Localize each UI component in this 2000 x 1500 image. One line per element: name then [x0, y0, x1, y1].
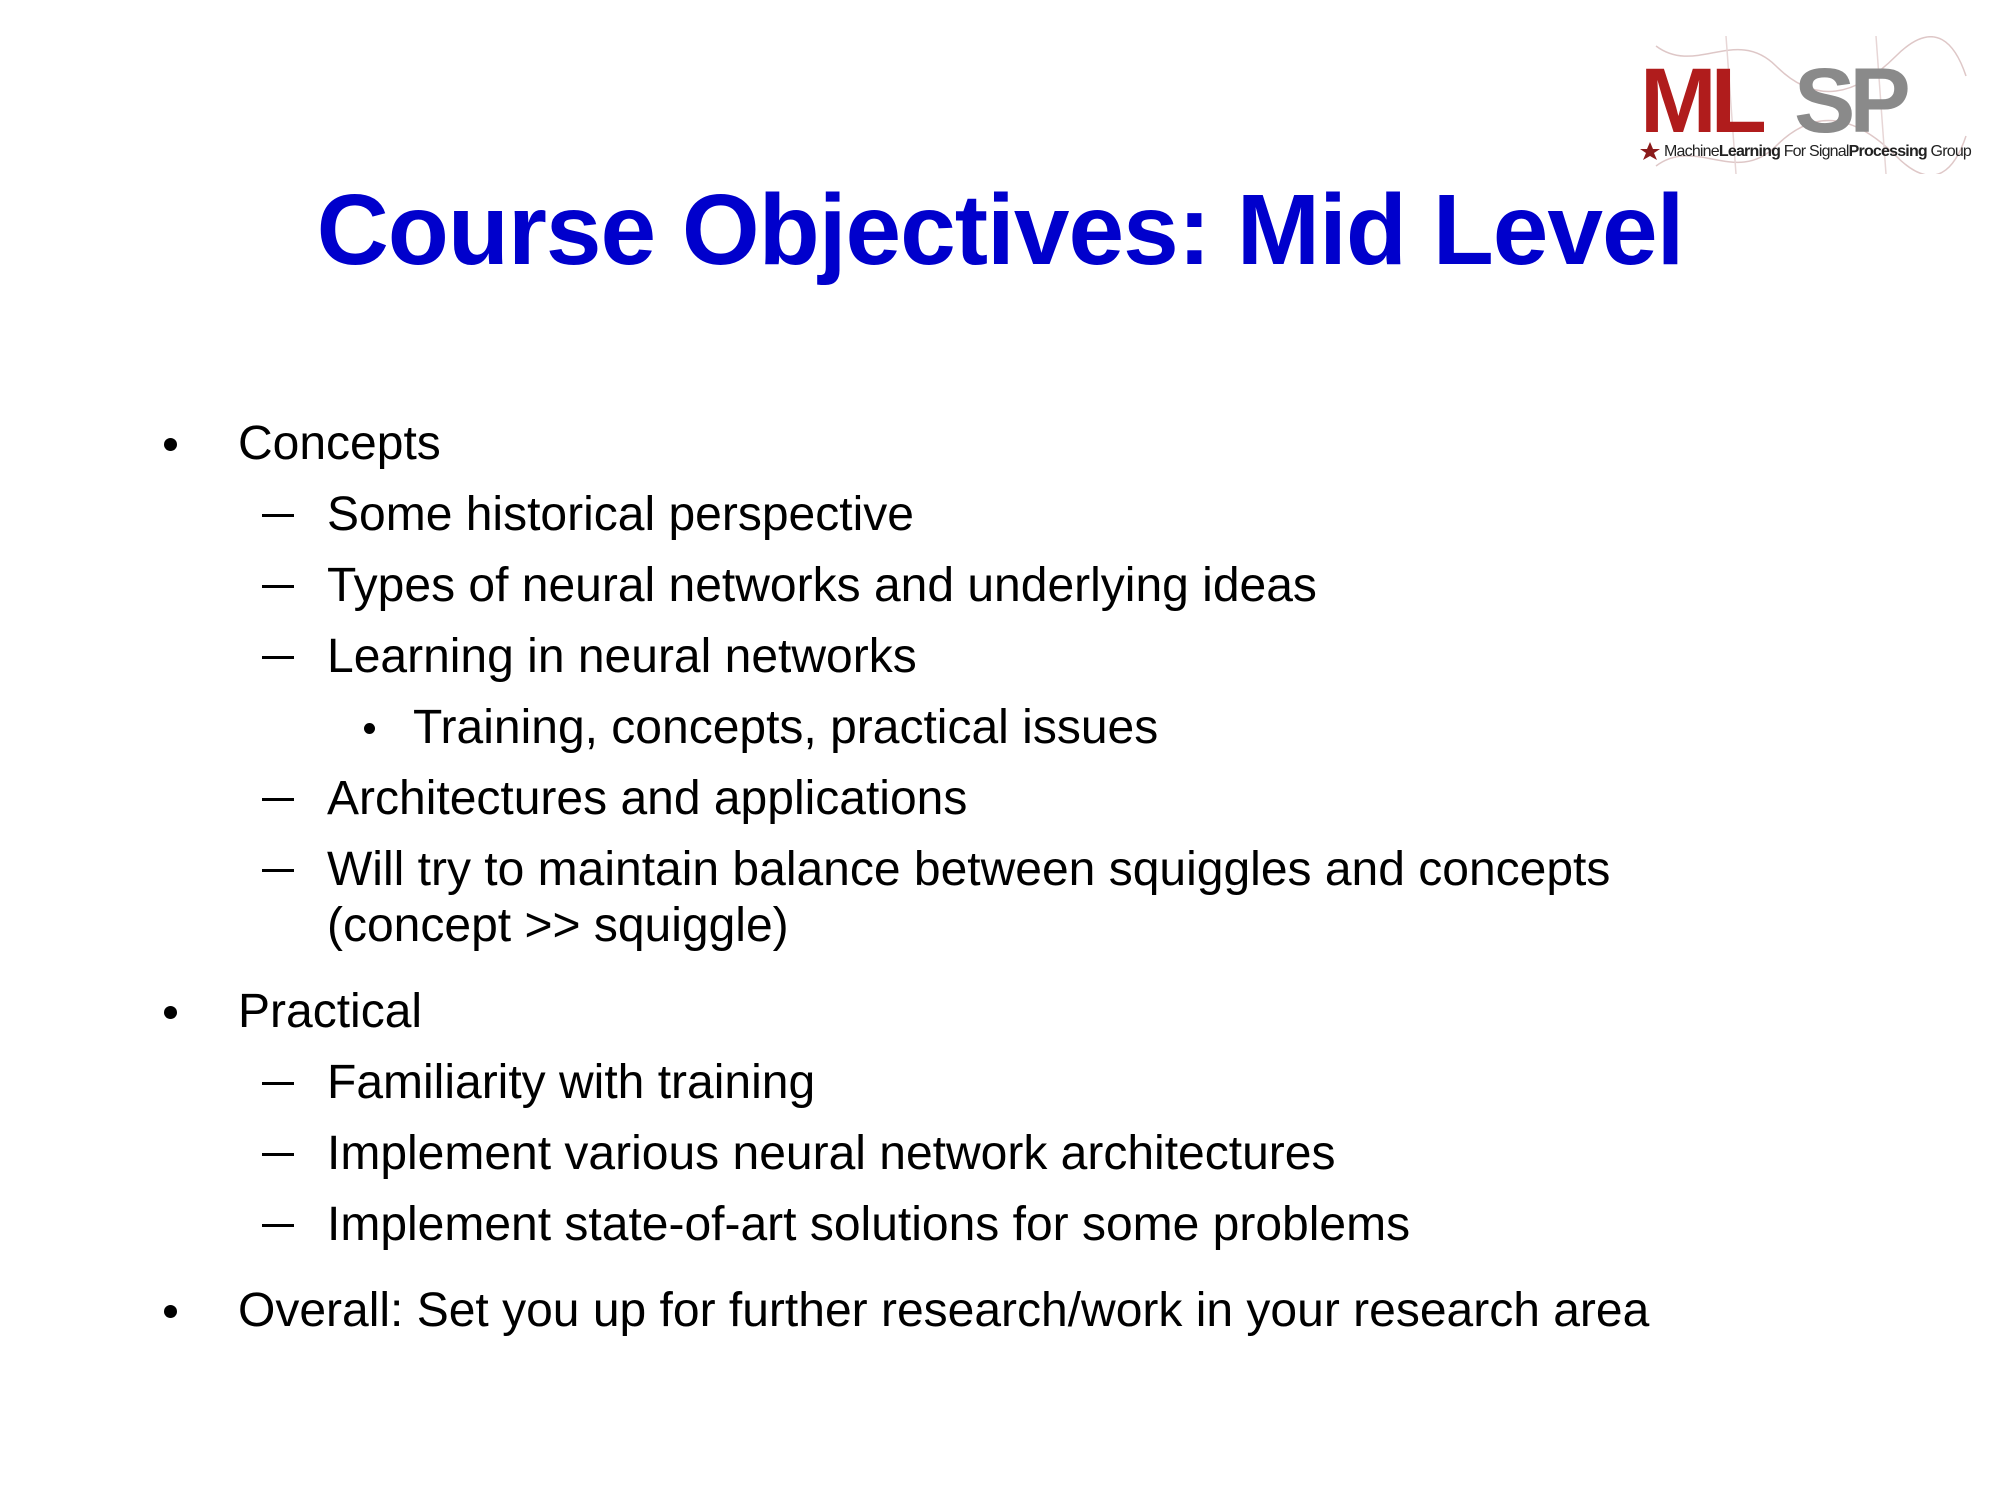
- logo-tagline-2: Learning: [1719, 143, 1780, 160]
- mlsp-logo: ML SP MachineLearning For SignalProcessi…: [1636, 36, 1972, 174]
- bullet-level-2-text: Implement various neural network archite…: [327, 1127, 1336, 1180]
- bullet-level-2-text: Types of neural networks and underlying …: [327, 559, 1317, 612]
- logo-tagline-5: Group: [1927, 143, 1972, 160]
- bullet-level-1-text: Practical: [238, 985, 423, 1038]
- bullet-level-2-text: Architectures and applications: [327, 772, 968, 825]
- bullet-dot-icon: [164, 983, 177, 1041]
- logo-tagline-1: Machine: [1664, 143, 1720, 160]
- bullet-dot-icon: [164, 1282, 177, 1340]
- bullet-dash-icon: [262, 1054, 294, 1112]
- bullet-level-3-text: Training, concepts, practical issues: [413, 701, 1159, 754]
- bullet-dash-icon: [262, 841, 294, 899]
- bullet-level-2-text: Implement state-of-art solutions for som…: [327, 1198, 1411, 1251]
- bullet-dash-icon: [262, 628, 294, 686]
- bullet-dash-icon: [262, 1125, 294, 1183]
- bullet-level-1-text: Concepts: [238, 417, 441, 470]
- logo-tagline-3: For Signal: [1780, 143, 1849, 160]
- slide-title: Course Objectives: Mid Level: [316, 174, 1685, 286]
- bullet-dash-icon: [262, 557, 294, 615]
- bullet-continuation-text: (concept >> squiggle): [327, 899, 789, 952]
- bullet-level-2-text: Familiarity with training: [327, 1056, 816, 1109]
- bullet-level-2-text: Will try to maintain balance between squ…: [327, 843, 1611, 896]
- svg-text:SP: SP: [1794, 50, 1908, 152]
- bullet-dot-icon: [164, 415, 177, 473]
- bullet-level-1-text: Overall: Set you up for further research…: [238, 1284, 1650, 1337]
- bullet-dash-icon: [262, 1196, 294, 1254]
- bullet-dash-icon: [262, 770, 294, 828]
- svg-text:MachineLearning For SignalProc: MachineLearning For SignalProcessing Gro…: [1664, 143, 1972, 160]
- logo-tagline-4: Processing: [1849, 143, 1927, 160]
- mlsp-logo-graphic: ML SP MachineLearning For SignalProcessi…: [1640, 36, 1972, 174]
- bullet-dot-small-icon: [364, 699, 375, 757]
- bullet-dash-icon: [262, 486, 294, 544]
- svg-text:ML: ML: [1640, 50, 1765, 152]
- bullet-level-2-text: Some historical perspective: [327, 488, 914, 541]
- bullet-level-2-text: Learning in neural networks: [327, 630, 917, 683]
